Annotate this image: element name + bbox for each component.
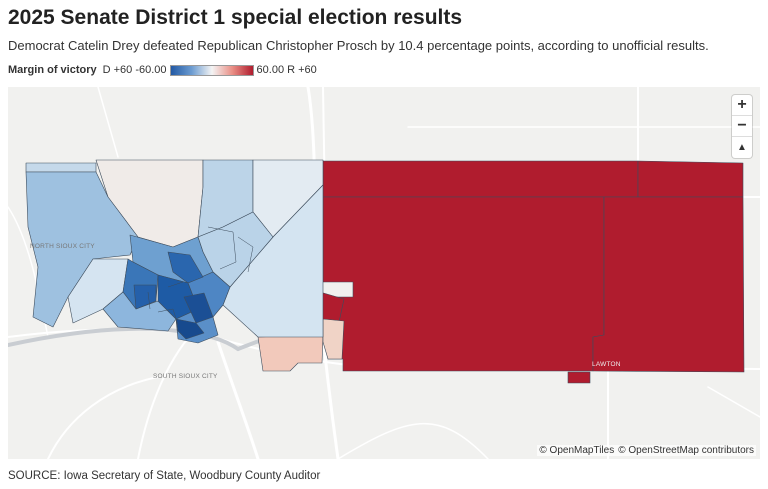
legend-title: Margin of victory: [8, 64, 97, 76]
zoom-out-button[interactable]: −: [732, 116, 752, 137]
label-lawton: LAWTON: [592, 361, 621, 368]
zoom-in-button[interactable]: +: [732, 95, 752, 116]
legend-max-label: 60.00 R +60: [256, 64, 317, 76]
page-title: 2025 Senate District 1 special election …: [8, 6, 463, 29]
legend-min-label: D +60 -60.00: [102, 64, 167, 76]
reset-north-button[interactable]: ▲: [737, 142, 747, 153]
attribution-osm-link[interactable]: © OpenStreetMap contributors: [618, 445, 754, 456]
zoom-controls: + − ▲: [732, 95, 752, 158]
legend-color-bar: [169, 64, 254, 76]
map-canvas: [8, 87, 760, 459]
map-attribution: © OpenMapTiles © OpenStreetMap contribut…: [537, 445, 756, 456]
label-south-sioux-city: SOUTH SIOUX CITY: [153, 373, 218, 380]
attribution-openmaptiles-link[interactable]: © OpenMapTiles: [539, 445, 615, 456]
source-note: SOURCE: Iowa Secretary of State, Woodbur…: [8, 470, 321, 482]
map-view[interactable]: NORTH SIOUX CITY SOUTH SIOUX CITY LAWTON…: [8, 87, 760, 459]
precinct-polygons: [25, 159, 745, 384]
page-subtitle: Democrat Catelin Drey defeated Republica…: [8, 38, 709, 53]
precinct-outlines: [147, 226, 254, 326]
label-north-sioux-city: NORTH SIOUX CITY: [30, 243, 95, 250]
map-legend: Margin of victory D +60 -60.00 60.00 R +…: [8, 63, 317, 77]
